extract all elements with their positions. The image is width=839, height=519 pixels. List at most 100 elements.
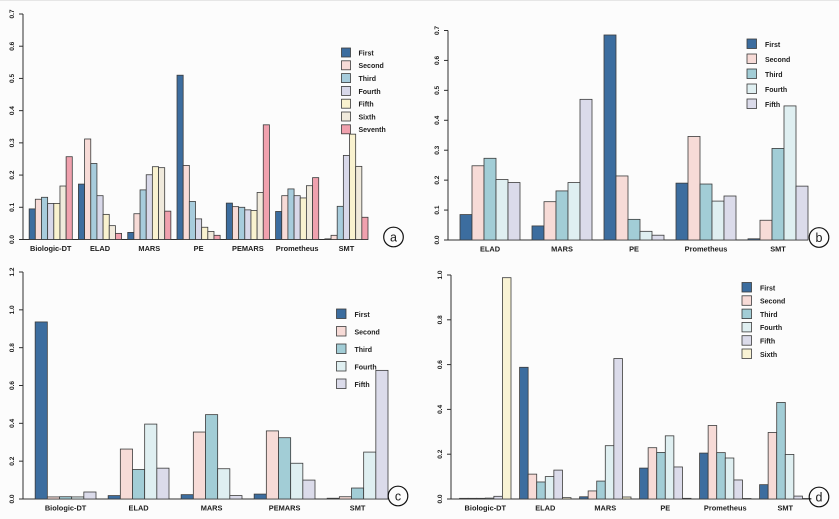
legend-swatch	[341, 86, 351, 96]
bar	[287, 188, 295, 240]
category-label: MARS	[594, 504, 616, 513]
bar	[776, 402, 786, 500]
bar	[213, 234, 221, 240]
bar	[96, 195, 104, 240]
bar	[613, 358, 623, 500]
legend-swatch	[746, 68, 757, 79]
category-label: Prometheus	[704, 504, 747, 513]
category-label: SMT	[770, 245, 786, 254]
bar	[531, 225, 545, 241]
bar	[699, 452, 709, 500]
bar	[673, 466, 683, 500]
y-tick-label: 0.0	[434, 235, 441, 244]
category-label: ELAD	[535, 504, 556, 513]
panel-label-circle	[808, 486, 830, 508]
bar	[180, 494, 194, 500]
chart-panel-c: 0.0 0.2 0.4 0.6 0.8 1.0 1.2 Biologic-DT ELAD MARS…	[0, 260, 419, 519]
bar	[188, 201, 196, 240]
bar	[682, 497, 692, 500]
legend-swatch	[336, 378, 347, 389]
y-tick-label: 0.2	[9, 456, 16, 465]
y-tick-label: 0.2	[9, 170, 16, 179]
bar	[647, 447, 658, 500]
bar	[195, 218, 203, 240]
y-tick-label: 0.0	[9, 235, 16, 244]
bar	[483, 157, 497, 241]
category-label: Prometheus	[685, 245, 728, 254]
legend-swatch	[341, 47, 351, 58]
bar	[47, 203, 55, 240]
category-label: Biologic-DT	[30, 244, 72, 253]
bar	[46, 496, 60, 500]
bar	[733, 479, 743, 500]
bar	[476, 497, 486, 500]
bar	[567, 182, 581, 241]
legend-swatch	[341, 124, 351, 135]
bar	[555, 190, 569, 241]
panel-label-circle	[383, 226, 404, 248]
legend-label: Second	[355, 329, 380, 336]
bar	[656, 452, 666, 500]
bar	[119, 448, 133, 500]
chart-panel-a: 0.0 0.1 0.2 0.3 0.4 0.5 0.6 0.7 Biologic-DT ELAD M…	[0, 1, 419, 260]
legend: First Second Third Fourth Fifth	[336, 308, 380, 389]
bar	[41, 196, 49, 240]
bar	[326, 497, 340, 500]
chart-svg-c: 0.0 0.2 0.4 0.6 0.8 1.0 1.2 Biologic-DT ELAD MARS…	[9, 267, 409, 513]
bar	[459, 497, 469, 500]
bar	[182, 165, 190, 240]
bar	[579, 98, 593, 241]
legend-label: First	[765, 42, 781, 49]
legend-label: Second	[359, 63, 384, 70]
bar	[759, 219, 773, 241]
legend-swatch	[746, 38, 757, 49]
bar	[244, 209, 252, 240]
legend-swatch	[741, 335, 752, 346]
category-label: Biologic-DT	[45, 504, 87, 513]
category-label: Prometheus	[276, 244, 319, 253]
bar	[459, 214, 473, 241]
bar	[324, 238, 332, 240]
legend: First Second Third Fourth Fifth Sixth	[741, 282, 785, 359]
bar	[164, 210, 172, 240]
legend-label: First	[355, 312, 371, 319]
bar	[596, 480, 606, 500]
legend-swatch	[746, 98, 757, 109]
category-label: PEMARS	[232, 244, 264, 253]
category-label: MARS	[551, 245, 573, 254]
legend-label: Fifth	[760, 338, 775, 345]
bar	[232, 206, 240, 240]
bar	[467, 497, 478, 500]
legend-swatch	[336, 308, 347, 319]
panel-label: a	[390, 231, 397, 245]
bar	[699, 183, 713, 241]
panel-label: d	[816, 491, 823, 505]
bar	[290, 462, 304, 500]
bar	[687, 136, 701, 241]
bar	[102, 213, 110, 240]
legend-label: Third	[765, 72, 783, 79]
bar	[262, 124, 270, 240]
y-tick-label: 0.3	[9, 138, 16, 147]
bar	[265, 430, 279, 500]
bar	[205, 414, 219, 500]
bar	[771, 148, 785, 241]
category-label: SMT	[350, 504, 366, 513]
bar	[336, 205, 344, 240]
y-tick-label: 0.1	[434, 205, 441, 214]
legend: First Second Third Fourth Fifth	[746, 38, 790, 109]
bar	[711, 200, 725, 241]
y-tick-label: 0.8	[437, 315, 444, 324]
y-tick-label: 0.4	[437, 405, 444, 414]
legend-label: Seventh	[359, 127, 386, 134]
bar	[767, 432, 778, 500]
y-tick-label: 0.6	[9, 381, 16, 390]
bar	[783, 105, 797, 241]
bar	[784, 454, 795, 500]
legend-label: Sixth	[760, 352, 777, 359]
bar	[342, 155, 350, 240]
bar	[493, 495, 503, 500]
chart-svg-a: 0.0 0.1 0.2 0.3 0.4 0.5 0.6 0.7 Biologic-DT ELAD M…	[9, 9, 404, 253]
bar	[217, 468, 231, 500]
